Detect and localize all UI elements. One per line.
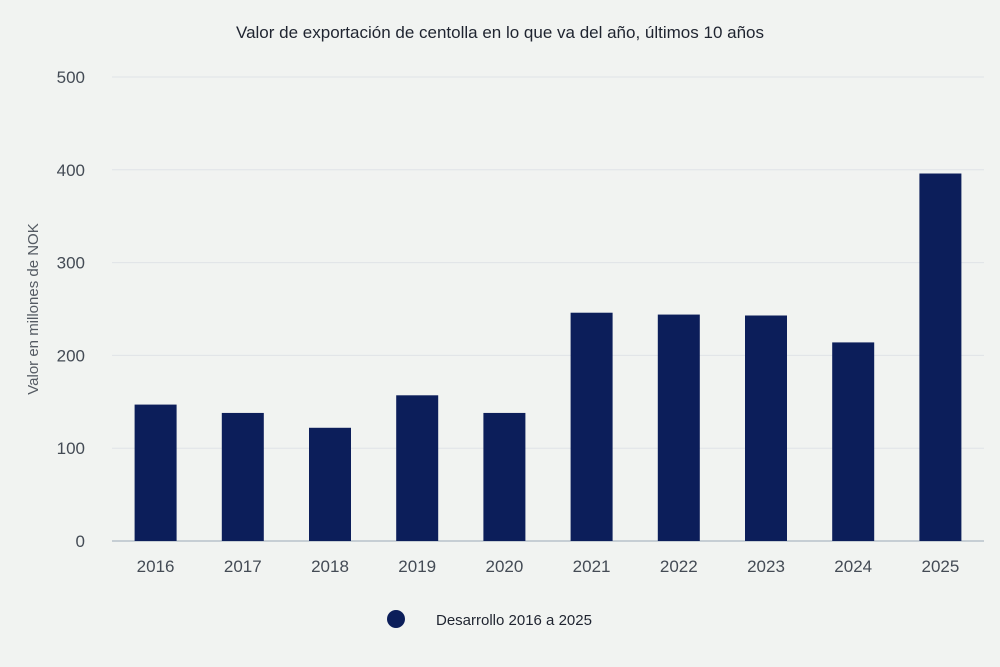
y-axis-label: Valor en millones de NOK (25, 223, 42, 394)
x-tick-label: 2024 (834, 557, 872, 576)
x-tick-label: 2021 (573, 557, 611, 576)
x-tick-label: 2019 (398, 557, 436, 576)
bar-2025[interactable] (919, 173, 962, 541)
bar-2022[interactable] (657, 314, 700, 541)
legend-marker-icon (387, 610, 405, 628)
x-tick-label: 2025 (921, 557, 959, 576)
y-tick-label: 100 (57, 439, 85, 458)
bar-2018[interactable] (309, 427, 351, 541)
bar-2017[interactable] (221, 412, 264, 541)
bar-2024[interactable] (832, 342, 875, 541)
x-tick-label: 2017 (224, 557, 262, 576)
y-tick-label: 400 (57, 161, 85, 180)
y-tick-label: 0 (76, 532, 85, 551)
legend[interactable]: Desarrollo 2016 a 2025 (387, 610, 592, 629)
bar-2016[interactable] (134, 404, 177, 541)
x-axis-ticks: 2016 2017 2018 2019 2020 2021 2022 2023 2024 2025 (137, 557, 960, 576)
bar-2023[interactable] (745, 315, 787, 541)
chart-title: Valor de exportación de centolla en lo q… (236, 23, 764, 42)
bars (134, 173, 962, 541)
x-tick-label: 2020 (485, 557, 523, 576)
x-tick-label: 2018 (311, 557, 349, 576)
y-tick-label: 200 (57, 346, 85, 365)
x-tick-label: 2022 (660, 557, 698, 576)
bar-2021[interactable] (570, 312, 613, 541)
bar-2019[interactable] (396, 395, 439, 541)
bar-2020[interactable] (483, 412, 526, 541)
y-tick-label: 300 (57, 254, 85, 273)
x-tick-label: 2023 (747, 557, 785, 576)
y-axis-ticks: 0 100 200 300 400 500 (57, 68, 85, 551)
x-tick-label: 2016 (137, 557, 175, 576)
y-tick-label: 500 (57, 68, 85, 87)
legend-label: Desarrollo 2016 a 2025 (436, 612, 592, 629)
